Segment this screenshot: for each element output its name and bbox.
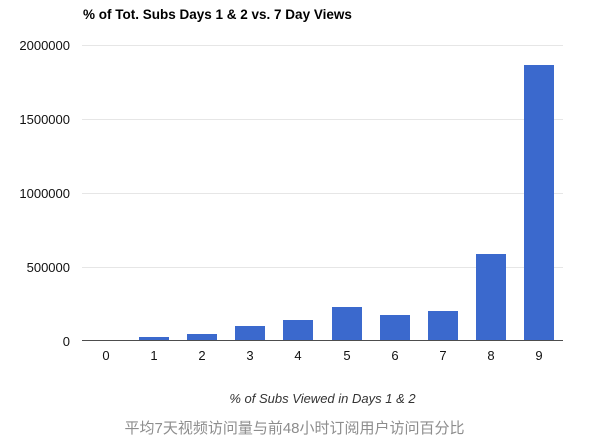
x-tick-label: 6: [391, 348, 399, 363]
x-tick-label: 4: [294, 348, 302, 363]
x-axis-baseline: [82, 340, 563, 341]
y-tick-label: 500000: [26, 260, 70, 275]
x-tick-label: 7: [439, 348, 447, 363]
bar-category-6: [380, 315, 410, 341]
bar-category-3: [235, 326, 265, 341]
gridline: [82, 193, 563, 194]
x-axis: 0 1 2 3 4 5 6 7 8 9: [82, 348, 563, 364]
plot-area: [82, 45, 563, 341]
x-tick-label: 8: [487, 348, 495, 363]
y-tick-label: 2000000: [19, 38, 70, 53]
y-tick-label: 1000000: [19, 186, 70, 201]
bar-category-5: [332, 307, 362, 341]
gridline: [82, 267, 563, 268]
bar-category-2: [187, 334, 217, 341]
bar-category-4: [283, 320, 313, 341]
bar-category-1: [139, 337, 169, 341]
y-tick-label: 1500000: [19, 112, 70, 127]
bar-category-7: [428, 311, 458, 341]
x-tick-label: 5: [343, 348, 351, 363]
x-tick-label: 9: [535, 348, 543, 363]
gridline: [82, 119, 563, 120]
y-tick-label: 0: [62, 334, 70, 349]
x-axis-title: % of Subs Viewed in Days 1 & 2: [229, 391, 416, 406]
chart-title: % of Tot. Subs Days 1 & 2 vs. 7 Day View…: [83, 7, 352, 22]
bar-category-8: [476, 254, 506, 341]
x-tick-label: 3: [246, 348, 254, 363]
x-tick-label: 1: [150, 348, 158, 363]
x-tick-label: 0: [102, 348, 110, 363]
bar-category-9: [524, 65, 554, 341]
x-tick-label: 2: [198, 348, 206, 363]
caption: 平均7天视频访问量与前48小时订阅用户访问百分比: [124, 420, 465, 437]
y-axis: 0 500000 1000000 1500000 2000000: [0, 39, 70, 348]
gridline: [82, 45, 563, 46]
